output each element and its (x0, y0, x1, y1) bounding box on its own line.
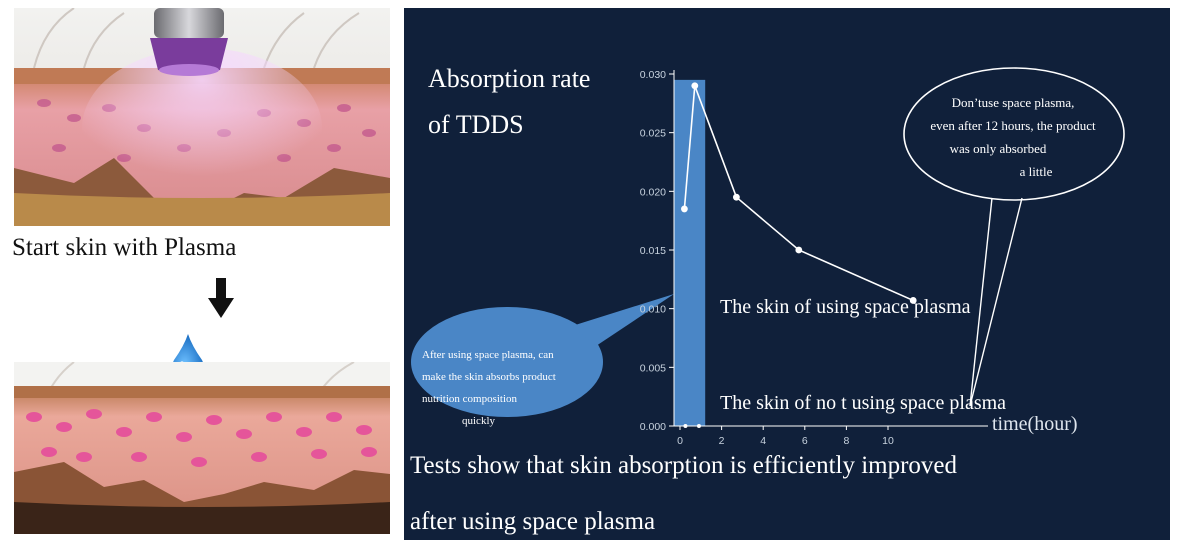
y-tick-label: 0.030 (640, 69, 666, 81)
left-callout-bubble (411, 307, 603, 417)
x-tick-label: 6 (802, 435, 808, 447)
highlight-band (674, 79, 706, 426)
right-callout-line-4: a little (1019, 164, 1053, 179)
chart-title: Absorption rate of TDDS (428, 56, 590, 148)
down-arrow-icon (208, 278, 234, 323)
right-callout-line-1: Don’tuse space plasma, (951, 95, 1075, 110)
footer-line-1: Tests show that skin absorption is effic… (410, 452, 958, 479)
y-tick-label: 0.025 (640, 128, 666, 140)
absorbed-skin-illustration (14, 362, 390, 534)
y-tick-label: 0.000 (640, 421, 666, 433)
absorption-chart: 0.000 0.005 0.010 0.015 0.020 0.025 0.030 0 2 4 6 8… (411, 67, 1125, 447)
chart-title-line-2: of TDDS (428, 110, 524, 139)
x-tick-label: 4 (760, 435, 766, 447)
caption-text: Start skin with Plasma (12, 234, 237, 261)
right-callout-pointer-a (969, 197, 993, 407)
y-tick-label: 0.005 (640, 362, 666, 374)
left-callout-line-1: After using space plasma, can (422, 349, 554, 361)
chart-panel: 0.000 0.005 0.010 0.015 0.020 0.025 0.030 0 2 4 6 8… (404, 8, 1170, 540)
series-point (795, 246, 803, 254)
left-callout-text: After using space plasma, can make the s… (414, 344, 620, 432)
series-label-plasma: The skin of using space plasma (720, 296, 971, 318)
y-tick-label: 0.020 (640, 186, 666, 198)
series-label-no-plasma: The skin of no t using space plasma (720, 392, 1007, 414)
right-callout-pointer-b (969, 197, 1023, 407)
footer-line-2: after using space plasma (410, 508, 656, 535)
right-callout-text: Don’tuse space plasma, even after 12 hou… (902, 91, 1124, 183)
right-callout-line-2: even after 12 hours, the product (930, 118, 1096, 133)
left-callout-line-3: nutrition composition (422, 393, 518, 405)
series-point (733, 193, 740, 201)
axis-dot (683, 424, 688, 428)
x-tick-label: 2 (719, 435, 725, 447)
plasma-device-icon (150, 8, 228, 76)
left-callout-line-2: make the skin absorbs product (422, 371, 556, 383)
x-tick-label: 0 (677, 435, 683, 447)
left-callout-line-4: quickly (462, 415, 495, 427)
chart-title-line-1: Absorption rate (428, 64, 591, 93)
x-tick-label: 10 (882, 435, 894, 447)
left-callout-pointer (572, 294, 674, 346)
right-callout-bubble (903, 67, 1125, 201)
x-axis-label: time(hour) (992, 413, 1078, 435)
series-point (681, 205, 688, 213)
right-callout-line-3: was only absorbed (949, 141, 1047, 156)
plasma-skin-illustration (14, 8, 390, 226)
y-tick-label: 0.010 (640, 304, 666, 316)
y-tick-label: 0.015 (640, 245, 666, 257)
axis-dot (696, 424, 701, 428)
left-illustration-panel: Start skin with Plasma (0, 0, 400, 550)
series-point (909, 297, 917, 304)
x-tick-label: 8 (843, 435, 849, 447)
series-point (691, 82, 699, 90)
series-line-plasma (683, 85, 914, 302)
